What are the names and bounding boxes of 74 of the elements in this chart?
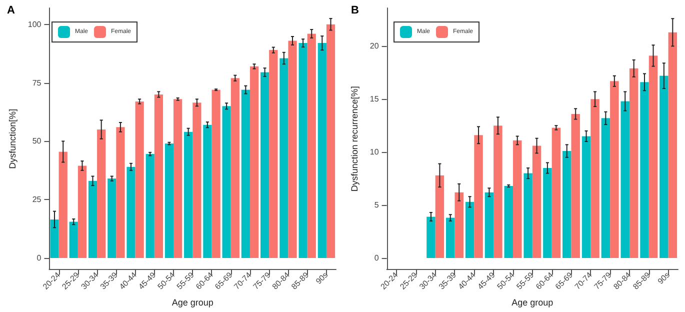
bar (590, 99, 600, 258)
bar (620, 101, 630, 258)
bar (184, 132, 193, 258)
bar (465, 202, 474, 258)
y-tick-label: 0 (36, 254, 42, 262)
y-tick-label: 15 (370, 94, 380, 104)
bar (512, 140, 522, 258)
y-axis-title: Dysfunction[%] (8, 108, 18, 169)
bar (426, 216, 436, 258)
chart-title: A (7, 4, 15, 16)
bar (582, 136, 591, 258)
bar (326, 24, 336, 258)
y-tick-label: 5 (374, 200, 380, 210)
bar (640, 82, 649, 258)
x-axis-title: Age group (172, 298, 214, 308)
bar (660, 76, 668, 258)
bar (126, 166, 136, 258)
bar (543, 168, 552, 258)
bar (474, 135, 483, 258)
bar (484, 192, 494, 258)
bar (668, 32, 678, 258)
bar (164, 144, 174, 258)
bar (552, 128, 561, 258)
bar (174, 99, 182, 258)
bar (532, 146, 542, 258)
bar (78, 166, 87, 258)
bar (571, 114, 580, 258)
bar (562, 151, 572, 258)
bar (222, 106, 231, 258)
bar (135, 101, 144, 258)
bar (192, 102, 202, 258)
bar (610, 81, 619, 258)
y-tick-label: 20 (370, 42, 380, 51)
bar (108, 178, 116, 258)
bar (504, 186, 513, 258)
y-tick-label: 75 (32, 78, 42, 88)
bar (298, 43, 308, 258)
bar (318, 43, 326, 258)
y-tick-label: 10 (370, 148, 380, 157)
bar (203, 124, 212, 258)
bar (601, 118, 610, 258)
bar (116, 127, 125, 258)
y-tick-label: 0 (374, 254, 380, 263)
x-tick-label: 90s (314, 270, 330, 286)
bar (494, 126, 502, 258)
bar (454, 192, 464, 258)
y-tick-label: 25 (32, 195, 42, 204)
chart-title: B (351, 4, 359, 16)
bar (50, 219, 59, 258)
bar (97, 129, 106, 258)
bar (446, 218, 455, 258)
y-tick-label: 100 (28, 20, 42, 29)
x-axis-title: Age group (512, 298, 554, 308)
bar (524, 173, 532, 258)
bar (241, 90, 250, 258)
bar (280, 58, 288, 258)
bar (58, 152, 68, 258)
bar (307, 34, 316, 258)
bar (629, 68, 638, 258)
bar (212, 90, 220, 258)
bar (269, 50, 278, 258)
bar (250, 66, 259, 258)
bar (230, 78, 240, 258)
y-axis-title: Dysfunction recurrence[%] (350, 86, 360, 192)
bar (260, 72, 270, 258)
bar (288, 40, 297, 258)
bar (69, 222, 78, 258)
bar (435, 175, 444, 258)
x-tick-label: 90s (656, 270, 672, 286)
bar (154, 94, 163, 258)
bar (648, 56, 658, 258)
y-tick-label: 50 (32, 136, 42, 146)
bar (146, 154, 154, 258)
bar (88, 180, 98, 258)
